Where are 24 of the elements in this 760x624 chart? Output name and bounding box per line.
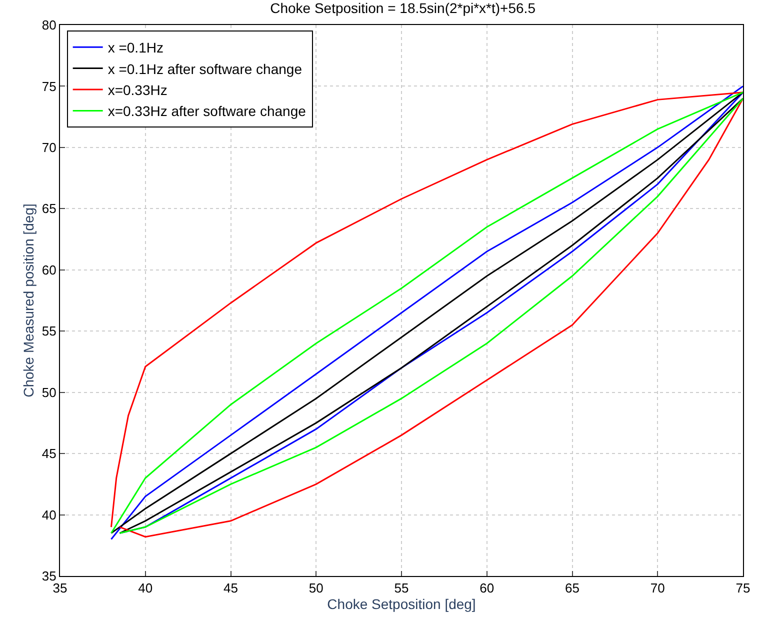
y-tick-label: 45: [42, 446, 56, 462]
y-tick-label: 40: [42, 507, 56, 522]
y-axis-title: Choke Measured position [deg]: [20, 204, 37, 398]
x-tick-label: 45: [224, 580, 238, 596]
x-tick-label: 40: [138, 580, 153, 596]
y-tick-label: 60: [42, 262, 56, 278]
x-tick-label: 65: [565, 580, 580, 596]
x-axis-title: Choke Setposition [deg]: [327, 596, 476, 612]
y-tick-label: 55: [42, 324, 56, 339]
x-tick-label: 55: [394, 580, 409, 596]
y-tick-label: 50: [42, 384, 56, 400]
y-tick-label: 65: [42, 201, 56, 216]
y-tick-label: 80: [42, 18, 56, 33]
chart-title: Choke Setposition = 18.5sin(2*pi*x*t)+56.5: [270, 0, 536, 16]
legend-label: x=0.33Hz: [108, 82, 168, 98]
legend-label: x =0.1Hz after software change: [108, 60, 302, 77]
legend-label: x =0.1Hz: [108, 40, 164, 56]
x-tick-label: 60: [480, 580, 494, 596]
x-tick-label: 70: [650, 580, 665, 596]
x-tick-label: 75: [736, 580, 750, 596]
y-tick-label: 75: [42, 78, 56, 94]
y-tick-label: 70: [42, 140, 56, 155]
x-tick-label: 50: [308, 580, 324, 596]
legend-label: x=0.33Hz after software change: [108, 103, 306, 120]
